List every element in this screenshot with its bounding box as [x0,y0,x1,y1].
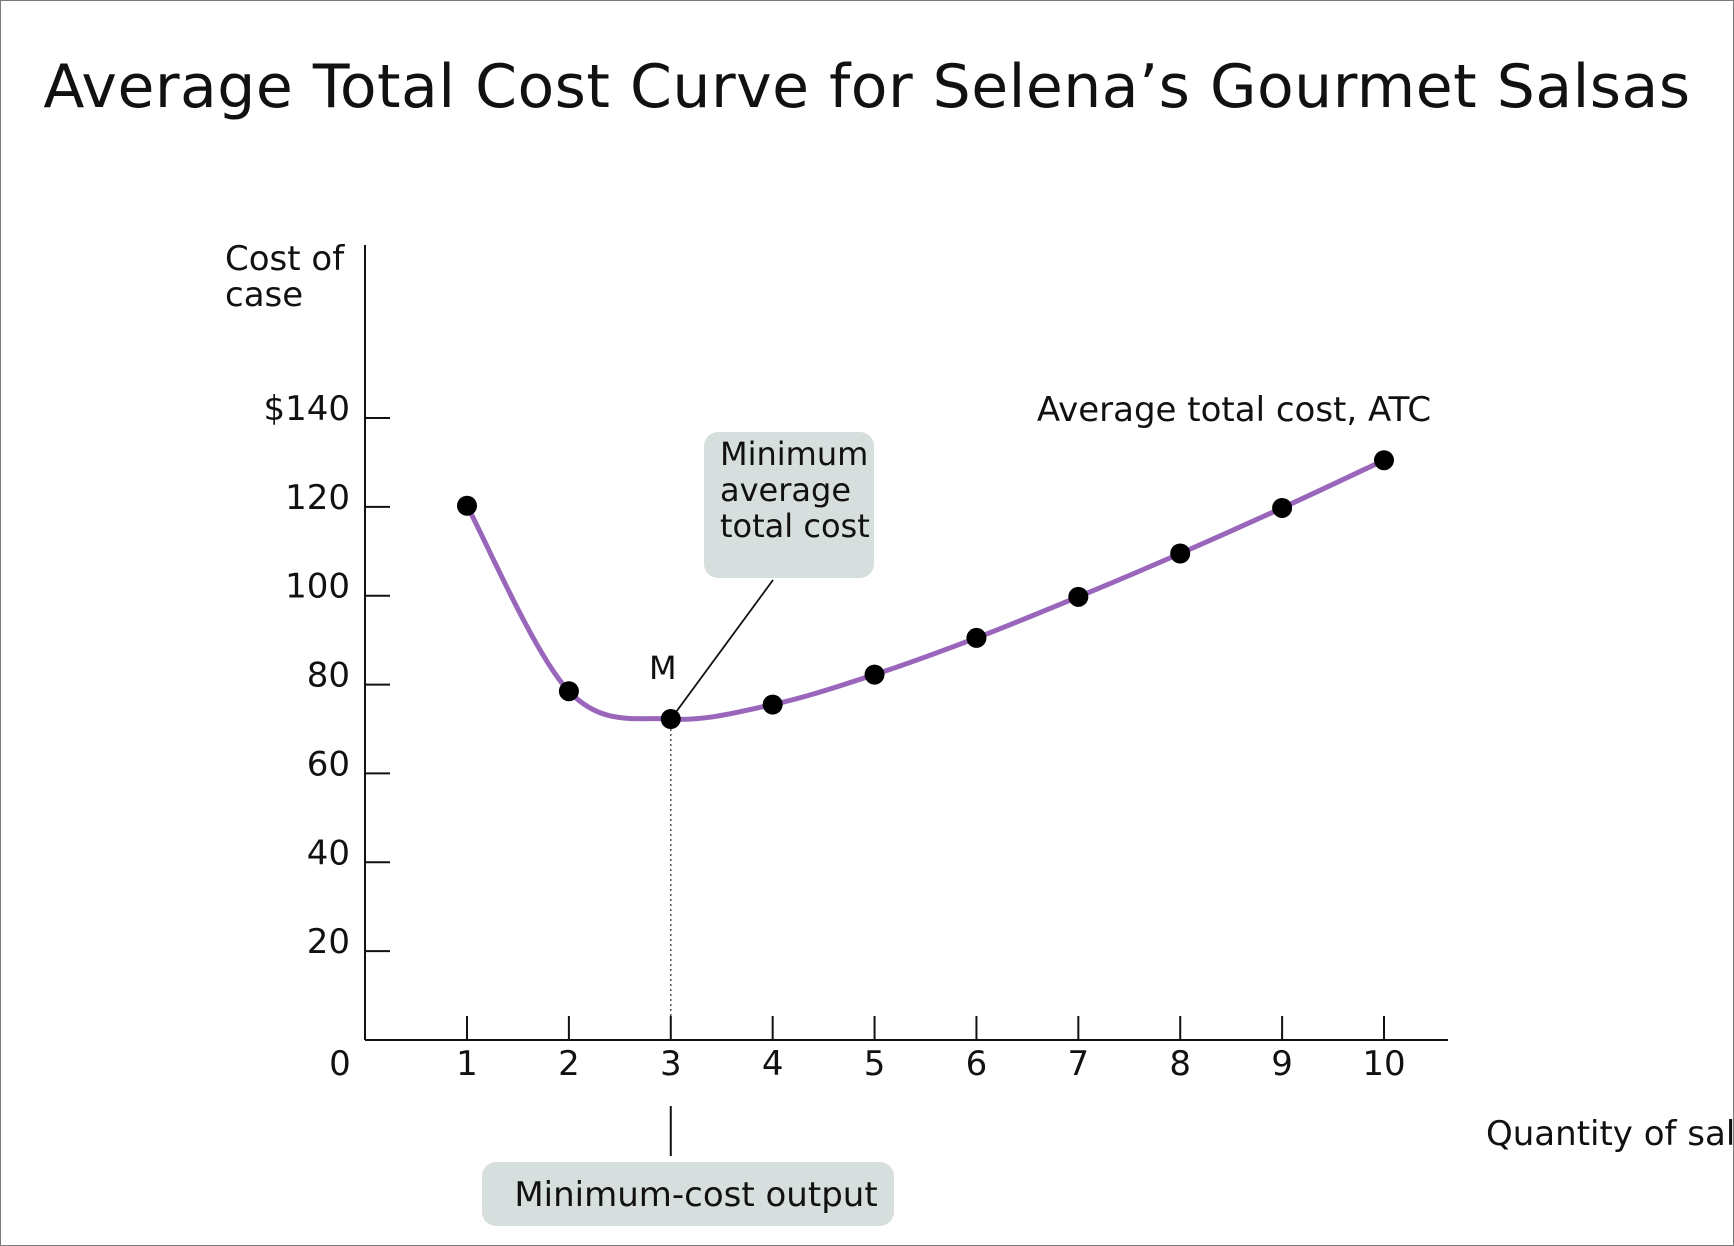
atc-data-point [966,627,987,648]
x-tick-label: 3 [660,1044,682,1084]
atc-curve [464,457,1387,722]
y-tick-label: 120 [285,478,350,518]
atc-data-point [1374,450,1394,471]
y-tick-label: $140 [263,389,350,429]
y-axis-label-line2: case [225,275,303,315]
atc-data-point [864,664,885,685]
point-m-label: M [649,649,677,687]
y-ticks: 20 40 60 80 100 120 $140 [263,389,390,962]
y-tick-label: 80 [307,656,350,696]
x-tick-label: 10 [1362,1044,1405,1084]
atc-series-label: Average total cost, ATC [1037,390,1431,430]
callout-pointer-line [676,579,774,712]
min-cost-output-label: Minimum-cost output [514,1175,877,1215]
atc-data-point [762,694,783,715]
y-axis-label-line1: Cost of [225,239,345,279]
atc-data-point [457,495,477,516]
chart-title: Average Total Cost Curve for Selena’s Go… [43,52,1691,122]
x-tick-label: 4 [762,1044,784,1084]
y-tick-label: 100 [285,567,350,607]
y-tick-label: 20 [307,922,350,962]
x-tick-label: 7 [1068,1044,1090,1084]
origin-label: 0 [329,1044,351,1084]
x-tick-label: 9 [1271,1044,1293,1084]
x-tick-label: 1 [456,1044,478,1084]
min-avg-cost-label-line2: average [720,471,851,509]
atc-data-point [1068,586,1089,607]
atc-data-point [1272,497,1293,518]
x-tick-label: 2 [558,1044,580,1084]
min-cost-output-callout [482,1162,894,1226]
y-tick-label: 60 [307,744,350,784]
atc-data-point [558,681,579,702]
atc-data-point [660,709,681,730]
min-avg-cost-label-line3: total cost [720,507,870,545]
min-avg-cost-callout [704,432,874,578]
atc-points [457,450,1394,730]
x-ticks: 1 2 3 4 5 6 7 8 9 10 [456,1016,1406,1084]
min-avg-cost-label-line1: Minimum [720,435,868,473]
x-tick-label: 8 [1169,1044,1191,1084]
x-tick-label: 5 [864,1044,886,1084]
x-axis-label: Quantity of salsa (cases) [1486,1114,1734,1154]
y-tick-label: 40 [307,833,350,873]
x-tick-label: 6 [966,1044,988,1084]
atc-data-point [1170,543,1191,564]
